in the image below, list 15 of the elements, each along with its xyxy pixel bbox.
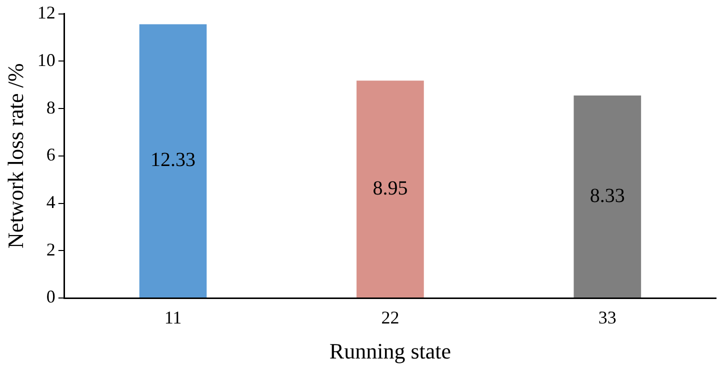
y-tick-label: 12 xyxy=(37,2,56,23)
y-tick-label: 4 xyxy=(46,192,56,212)
annotation: 8.95 xyxy=(372,177,408,200)
y-tick-label: 6 xyxy=(46,144,56,165)
annotation: 12.33 xyxy=(150,149,196,172)
y-tick-label: 10 xyxy=(37,50,56,70)
y-tick-label: 0 xyxy=(46,286,56,307)
y-axis-title: Network loss rate /% xyxy=(2,63,28,248)
annotation: 8.33 xyxy=(590,184,625,207)
x-axis-title: Running state xyxy=(329,338,452,364)
x-tick-label: 33 xyxy=(598,308,616,328)
x-tick-label: 22 xyxy=(381,308,400,328)
x-tick-label: 11 xyxy=(164,308,182,328)
y-tick-label: 2 xyxy=(46,239,56,260)
y-tick-label: 8 xyxy=(46,97,56,118)
